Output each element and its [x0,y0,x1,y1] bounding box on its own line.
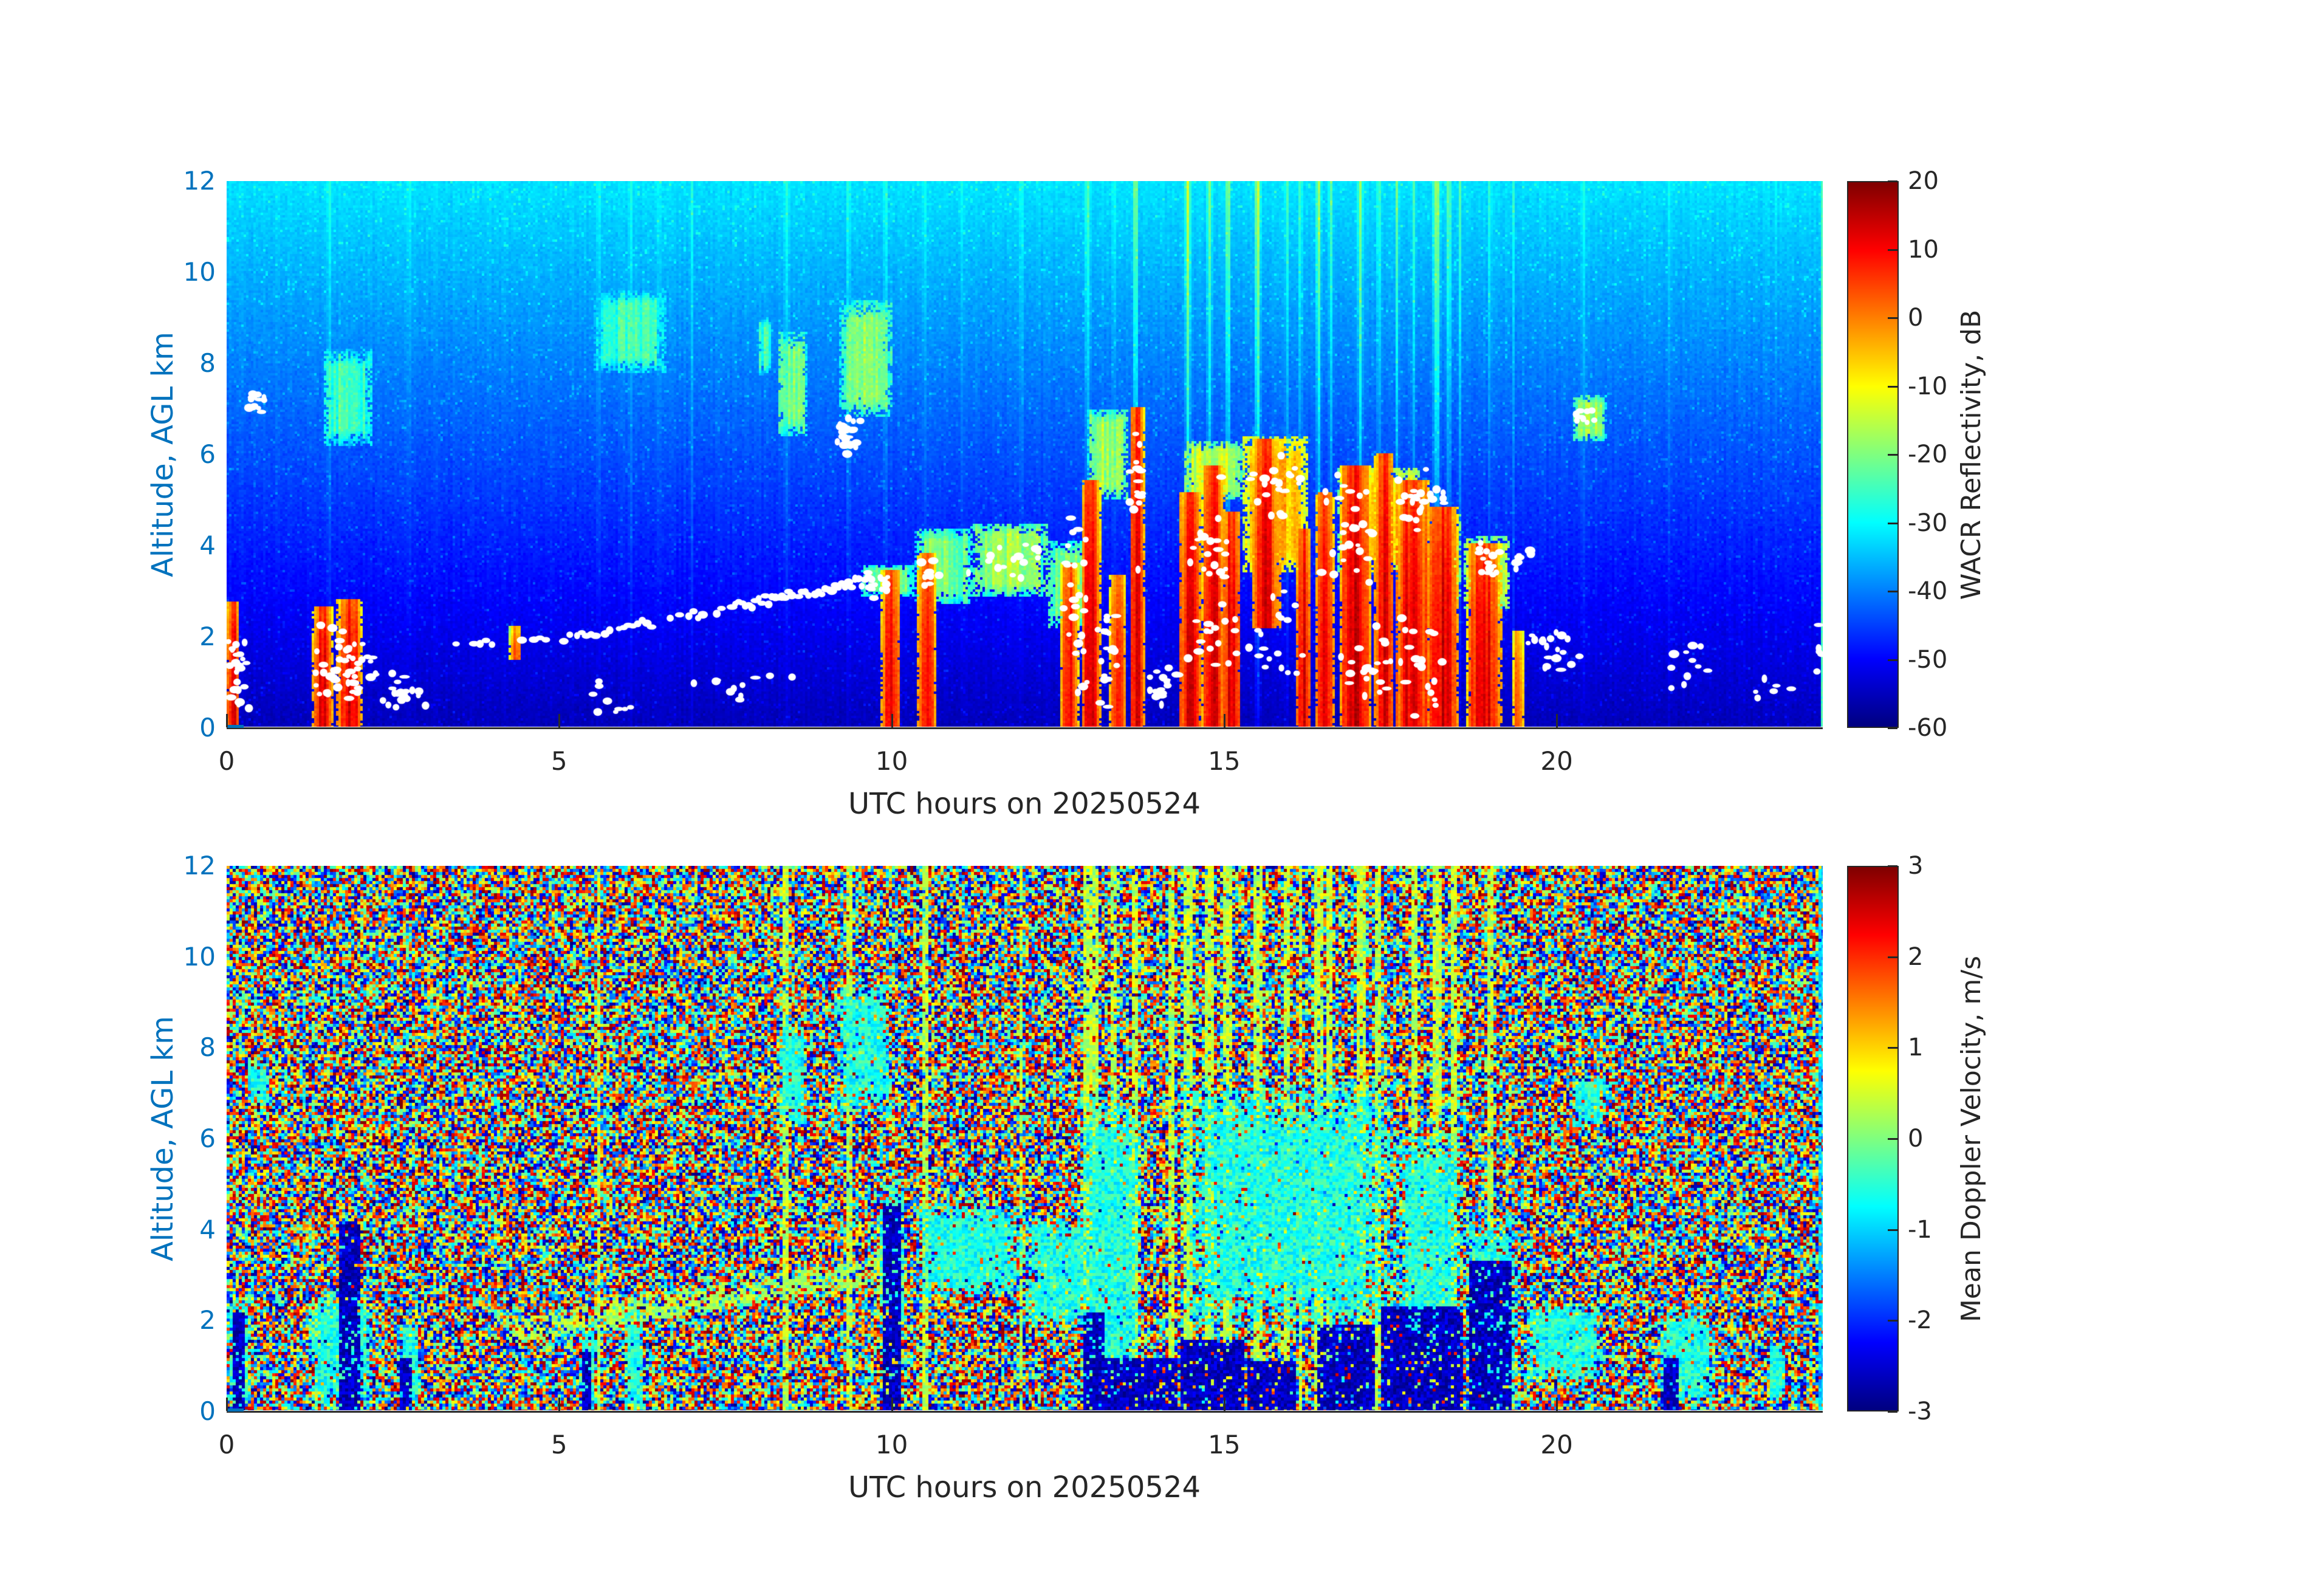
velocity-x-axis-line [227,1411,1823,1413]
colorbar-tick-label: 0 [1908,1125,1924,1153]
x-tick-mark [1223,1398,1225,1411]
colorbar-tick-label: -3 [1908,1398,1932,1425]
y-tick-label: 2 [199,622,216,651]
colorbar-tick-mark [1888,659,1897,661]
y-tick-label: 6 [199,439,216,469]
colorbar-tick-mark [1888,591,1897,592]
velocity-heatmap [227,866,1823,1410]
y-tick-label: 10 [183,257,216,287]
x-tick-label: 20 [1540,1430,1573,1460]
velocity-y-zero-tick [227,1408,244,1411]
y-tick-label: 12 [183,851,216,880]
colorbar-tick-mark [1888,1320,1897,1322]
y-tick-label: 4 [199,530,216,560]
x-tick-label: 15 [1208,746,1241,776]
x-tick-mark [558,1398,561,1411]
reflectivity-colorbar-label: WACR Reflectivity, dB [1956,309,1987,600]
colorbar-tick-label: 10 [1908,235,1939,264]
velocity-x-axis-label: UTC hours on 20250524 [848,1470,1201,1504]
x-tick-mark [1556,714,1558,727]
reflectivity-x-axis-label: UTC hours on 20250524 [848,787,1201,821]
colorbar-tick-mark [1888,317,1897,319]
x-tick-mark [226,1398,228,1411]
colorbar-tick-mark [1888,522,1897,524]
colorbar-tick-label: -40 [1908,577,1948,605]
colorbar-tick-label: -10 [1908,372,1948,400]
y-tick-label: 10 [183,941,216,972]
colorbar-tick-mark [1888,727,1897,729]
y-tick-label: 4 [199,1214,216,1244]
colorbar-tick-mark [1888,865,1897,867]
x-tick-label: 0 [218,746,235,776]
colorbar-tick-label: 2 [1908,942,1924,971]
reflectivity-y-zero-tick [227,725,244,728]
colorbar-tick-mark [1888,956,1897,958]
colorbar-tick-mark [1888,454,1897,456]
reflectivity-heatmap [227,181,1823,727]
colorbar-tick-mark [1888,1047,1897,1049]
x-tick-label: 15 [1208,1430,1241,1460]
x-tick-mark [891,714,893,727]
colorbar-tick-label: -60 [1908,714,1948,742]
x-tick-label: 5 [550,1430,567,1460]
y-tick-label: 8 [199,1032,216,1063]
colorbar-tick-label: -50 [1908,645,1948,674]
y-tick-label: 0 [199,713,216,743]
colorbar-tick-mark [1888,1138,1897,1140]
y-tick-label: 12 [183,166,216,196]
colorbar-tick-label: 3 [1908,852,1924,880]
colorbar-tick-label: -20 [1908,441,1948,468]
colorbar-tick-mark [1888,1411,1897,1413]
velocity-colorbar-label: Mean Doppler Velocity, m/s [1956,955,1987,1322]
y-tick-label: 0 [199,1396,216,1426]
colorbar-tick-label: 20 [1908,167,1939,195]
x-tick-label: 0 [218,1430,235,1460]
y-tick-label: 8 [199,348,216,378]
x-tick-mark [1556,1398,1558,1411]
colorbar-tick-label: -2 [1908,1306,1932,1335]
colorbar-tick-label: 0 [1908,304,1924,332]
x-tick-label: 10 [875,746,908,776]
colorbar-tick-label: 1 [1908,1034,1924,1062]
y-tick-label: 2 [199,1305,216,1336]
colorbar-tick-mark [1888,385,1897,388]
colorbar-tick-mark [1888,180,1897,182]
x-tick-mark [558,714,561,727]
x-tick-mark [891,1398,893,1411]
x-tick-mark [1223,714,1225,727]
x-tick-label: 20 [1540,746,1573,776]
x-tick-mark [226,714,228,727]
reflectivity-x-axis-line [227,727,1823,729]
colorbar-tick-mark [1888,1229,1897,1231]
x-tick-label: 5 [550,746,567,776]
colorbar-tick-label: -1 [1908,1215,1932,1244]
y-tick-label: 6 [199,1123,216,1153]
x-tick-label: 10 [875,1430,908,1460]
colorbar-tick-mark [1888,249,1897,251]
colorbar-tick-label: -30 [1908,509,1948,537]
